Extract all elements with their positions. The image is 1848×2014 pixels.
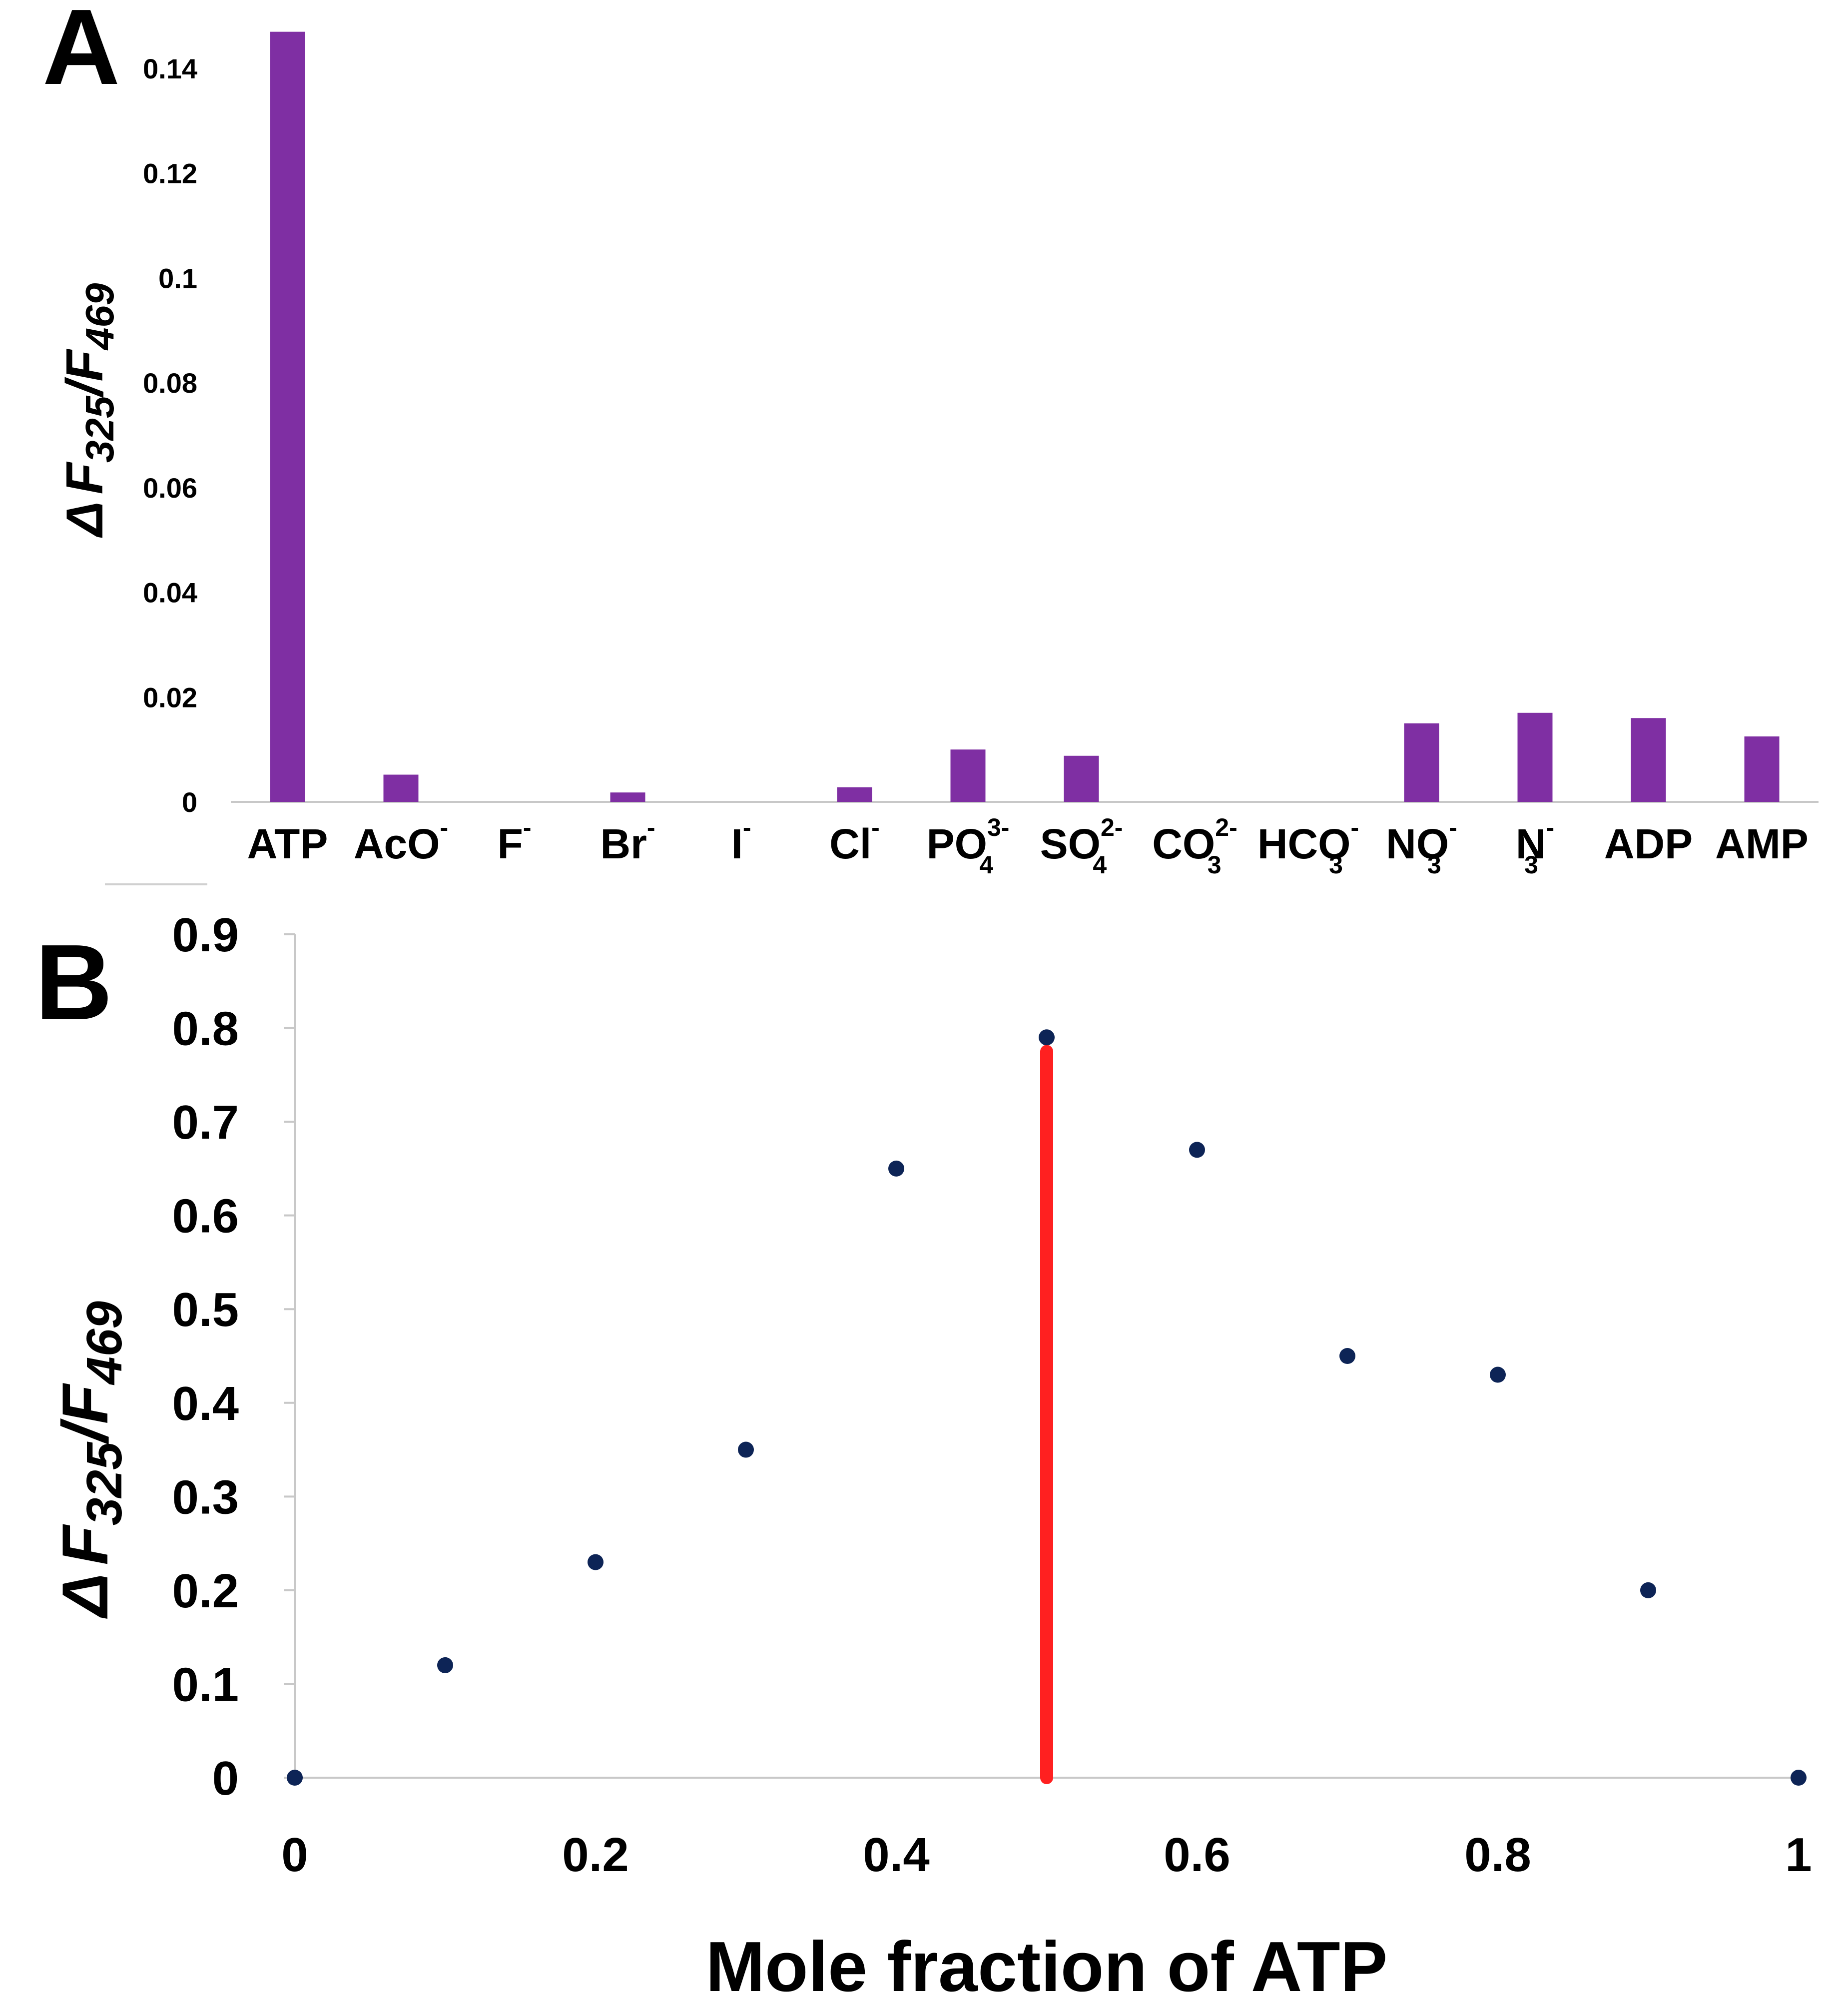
panel-a: A ΔF325/F469 0 0.02 0.04 0.06 0.08 0.1 0.12 0.1… bbox=[42, 0, 1819, 879]
data-point bbox=[1490, 1366, 1506, 1383]
panel-a-bars bbox=[270, 31, 1780, 802]
data-point bbox=[287, 1770, 303, 1786]
category-label: AcO- bbox=[354, 813, 448, 867]
panel-b-x-tick-label: 0.4 bbox=[863, 1828, 929, 1882]
panel-b-x-ticks: 0 0.2 0.4 0.6 0.8 1 bbox=[281, 1828, 1812, 1882]
panel-b-y-tick-label: 0.4 bbox=[172, 1377, 239, 1430]
panel-a-y-tick-label: 0.12 bbox=[143, 158, 197, 189]
panel-b-y-tick-label: 0.8 bbox=[172, 1002, 239, 1056]
data-point bbox=[588, 1554, 604, 1570]
category-label: AMP bbox=[1715, 820, 1809, 867]
category-label: NO-3 bbox=[1386, 813, 1457, 879]
panel-b-x-tick-label: 0 bbox=[281, 1828, 308, 1882]
panel-b-y-tick-label: 0.1 bbox=[172, 1658, 239, 1711]
category-label: Cl- bbox=[829, 813, 880, 867]
bar bbox=[610, 792, 645, 802]
panel-a-y-tick-label: 0.1 bbox=[158, 262, 197, 294]
bar bbox=[950, 749, 986, 802]
panel-b-x-tick-label: 0.8 bbox=[1464, 1828, 1531, 1882]
bar bbox=[1744, 736, 1780, 802]
panel-b-y-tick-label: 0.3 bbox=[172, 1470, 239, 1524]
category-label: ATP bbox=[247, 820, 328, 867]
panel-b-y-ticks: 0 0.1 0.2 0.3 0.4 0.5 0.6 0.7 0.8 0.9 bbox=[172, 908, 295, 1805]
bar bbox=[837, 787, 872, 802]
category-label: PO3-4 bbox=[927, 813, 1010, 879]
panel-a-category-labels: ATP AcO- F- Br- I- Cl- PO3-4 SO2-4 CO2-3 HCO-3 NO-… bbox=[247, 813, 1809, 879]
category-label: HCO-3 bbox=[1257, 813, 1359, 879]
panel-b-points bbox=[287, 1029, 1807, 1786]
bar bbox=[1631, 718, 1666, 802]
category-label: CO2-3 bbox=[1152, 813, 1237, 879]
bar bbox=[1404, 723, 1439, 802]
panel-a-y-tick-label: 0.06 bbox=[143, 472, 197, 504]
panel-b-y-tick-label: 0.9 bbox=[172, 908, 239, 962]
panel-a-y-ticks: 0 0.02 0.04 0.06 0.08 0.1 0.12 0.14 bbox=[143, 53, 197, 818]
panel-b-y-tick-label: 0 bbox=[212, 1752, 239, 1805]
panel-a-y-tick-label: 0.04 bbox=[143, 577, 197, 609]
data-point bbox=[888, 1160, 904, 1177]
panel-b-x-axis-label: Mole fraction of ATP bbox=[706, 1927, 1388, 2007]
data-point bbox=[738, 1441, 754, 1458]
category-label: N-3 bbox=[1516, 813, 1554, 879]
panel-a-y-tick-label: 0.08 bbox=[143, 367, 197, 399]
panel-a-y-tick-label: 0 bbox=[182, 786, 197, 818]
data-point bbox=[1339, 1348, 1355, 1364]
data-point bbox=[1640, 1582, 1656, 1598]
panel-b-y-tick-label: 0.7 bbox=[172, 1096, 239, 1149]
panel-b-x-tick-label: 1 bbox=[1785, 1828, 1812, 1882]
panel-b: B ΔF325/F469 0 0.1 0.2 0.3 0.4 0.5 0.6 0.7 0.8 0.… bbox=[35, 908, 1812, 2007]
category-label: Br- bbox=[600, 813, 655, 867]
panel-a-y-tick-label: 0.14 bbox=[143, 53, 197, 84]
category-label: F- bbox=[498, 813, 532, 867]
panel-b-y-axis-label: ΔF325/F469 bbox=[48, 1301, 132, 1619]
bar bbox=[270, 31, 305, 802]
panel-b-y-tick-label: 0.2 bbox=[172, 1564, 239, 1618]
category-label: SO2-4 bbox=[1040, 813, 1123, 879]
data-point bbox=[1039, 1029, 1055, 1046]
bar bbox=[383, 774, 419, 802]
panel-a-letter: A bbox=[42, 0, 120, 107]
panel-a-y-tick-label: 0.02 bbox=[143, 681, 197, 713]
data-point bbox=[1791, 1770, 1807, 1786]
data-point bbox=[437, 1657, 453, 1673]
category-label: I- bbox=[731, 813, 751, 867]
bar bbox=[1064, 755, 1099, 802]
panel-b-x-tick-label: 0.2 bbox=[562, 1828, 628, 1882]
bar bbox=[1517, 712, 1553, 802]
panel-b-y-tick-label: 0.6 bbox=[172, 1190, 239, 1243]
data-point bbox=[1189, 1142, 1205, 1158]
panel-b-x-tick-label: 0.6 bbox=[1164, 1828, 1230, 1882]
panel-a-y-axis-label: ΔF325/F469 bbox=[56, 283, 122, 538]
category-label: ADP bbox=[1604, 820, 1693, 867]
panel-b-letter: B bbox=[35, 922, 112, 1042]
panel-b-y-tick-label: 0.5 bbox=[172, 1283, 239, 1337]
